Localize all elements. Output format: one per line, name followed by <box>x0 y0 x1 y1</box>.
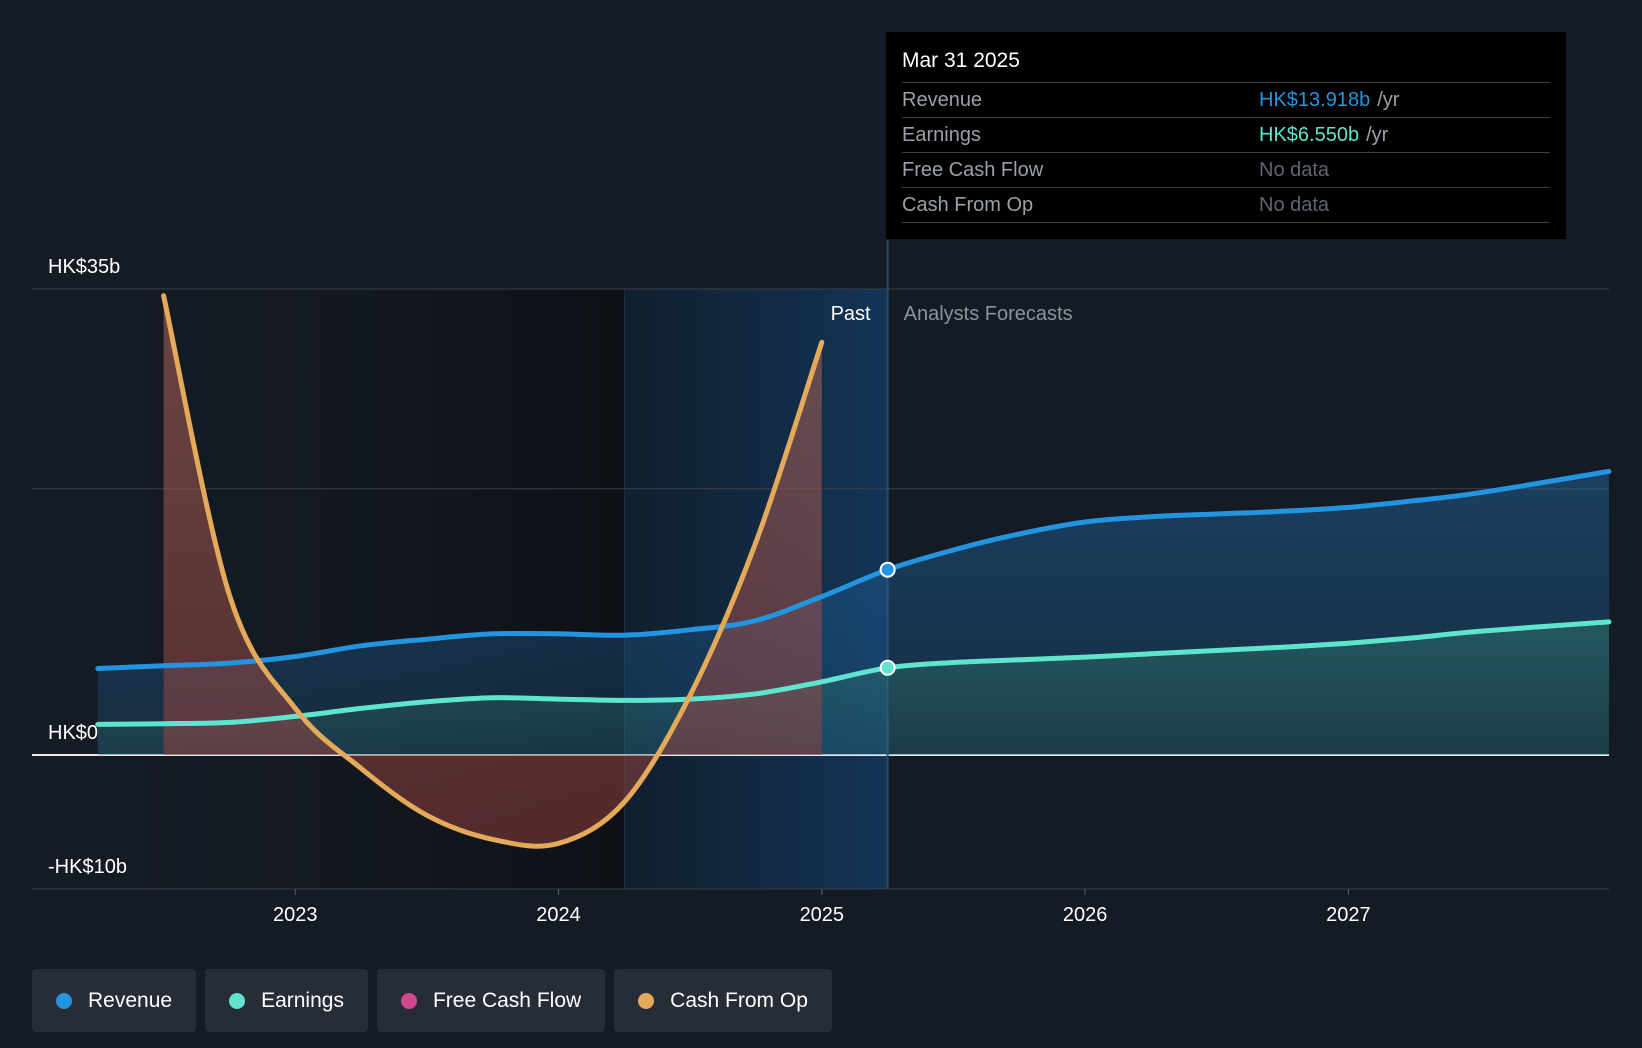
legend-label: Cash From Op <box>670 988 808 1012</box>
x-tick-label: 2027 <box>1326 904 1371 926</box>
forecast-label: Analysts Forecasts <box>904 303 1073 325</box>
tooltip-date: Mar 31 2025 <box>902 49 1020 72</box>
tooltip-unit: /yr <box>1377 89 1400 111</box>
x-tick-label: 2025 <box>800 904 845 926</box>
earnings-area <box>97 621 1609 755</box>
revenue-marker <box>879 561 896 578</box>
earnings-dot-icon <box>229 992 246 1009</box>
cash-from-op-line <box>161 293 825 849</box>
legend-label: Earnings <box>261 988 344 1012</box>
tooltip-label: Earnings <box>902 124 981 146</box>
revenue-line <box>95 468 1612 671</box>
legend-item-earnings[interactable]: Earnings <box>205 969 368 1032</box>
legend-item-cash-from-op[interactable]: Cash From Op <box>614 969 832 1032</box>
legend-item-revenue[interactable]: Revenue <box>32 969 197 1032</box>
tooltip-row-earnings: Earnings HK$6.550b /yr <box>902 117 1550 152</box>
y-axis-label: HK$0 <box>48 722 98 744</box>
tooltip-row-free-cash-flow: Free Cash Flow No data <box>902 152 1550 187</box>
x-tick-label: 2024 <box>536 904 581 926</box>
tooltip-label: Cash From Op <box>902 194 1034 216</box>
earnings-marker <box>879 659 896 676</box>
tooltip-label: Free Cash Flow <box>902 159 1044 181</box>
past-label: Past <box>831 303 871 325</box>
revenue-dot-icon <box>56 992 72 1009</box>
tooltip-value: HK$6.550b <box>1259 124 1360 146</box>
legend-label: Free Cash Flow <box>432 988 582 1012</box>
tooltip-label: Revenue <box>902 89 983 111</box>
cash-from-op-dot-icon <box>638 992 655 1009</box>
financial-chart: HK$35b HK$0 -HK$10b 2023 2024 2025 2026 2027 Pas… <box>32 240 1612 926</box>
tooltip-row-revenue: Revenue HK$13.918b /yr <box>902 82 1550 117</box>
y-axis-label: HK$35b <box>48 256 120 278</box>
tooltip-value: No data <box>1259 159 1330 181</box>
legend-label: Revenue <box>88 988 173 1012</box>
x-tick-label: 2026 <box>1063 904 1108 926</box>
legend: Revenue Earnings Free Cash Flow Cash Fro… <box>32 969 832 1032</box>
x-tick-label: 2023 <box>273 904 318 926</box>
earnings-line <box>95 619 1612 727</box>
tooltip-unit: /yr <box>1366 124 1389 146</box>
free-cash-flow-dot-icon <box>400 992 417 1009</box>
tooltip-value: No data <box>1259 194 1330 216</box>
tooltip-panel: Mar 31 2025 Revenue HK$13.918b /yr Earni… <box>886 32 1566 239</box>
tooltip-row-cash-from-op: Cash From Op No data <box>902 187 1550 223</box>
y-axis-label: -HK$10b <box>48 856 127 878</box>
tooltip-value: HK$13.918b <box>1259 89 1371 111</box>
legend-item-free-cash-flow[interactable]: Free Cash Flow <box>376 969 606 1032</box>
